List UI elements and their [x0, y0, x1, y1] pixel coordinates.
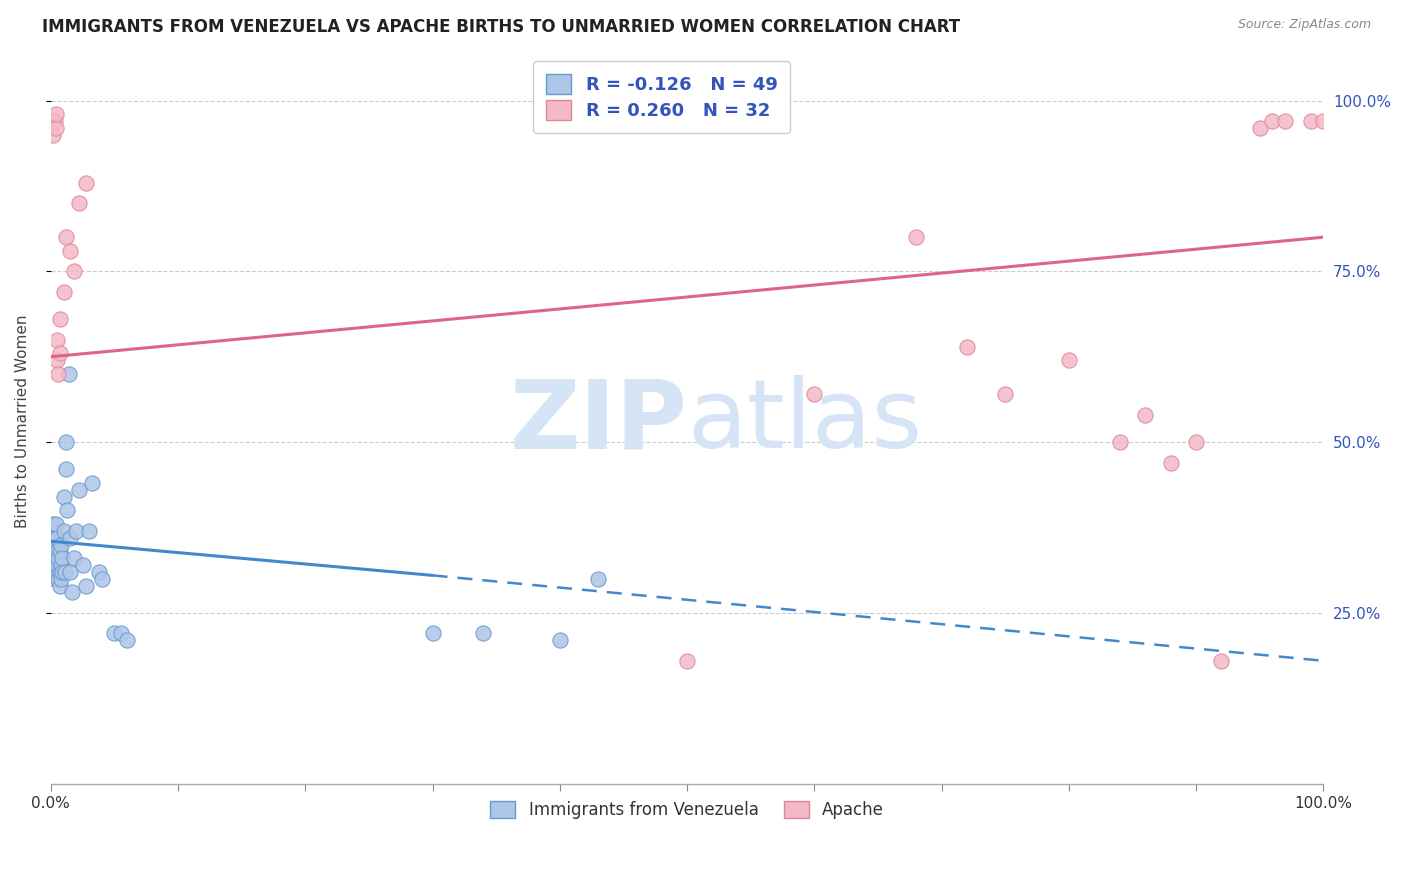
Point — [67, 483, 90, 497]
Point — [89, 565, 111, 579]
Point — [80, 476, 103, 491]
Point — [42, 517, 65, 532]
Point — [48, 544, 70, 558]
Point — [1133, 408, 1156, 422]
Point — [56, 503, 79, 517]
Point — [1274, 114, 1296, 128]
Text: IMMIGRANTS FROM VENEZUELA VS APACHE BIRTHS TO UNMARRIED WOMEN CORRELATION CHART: IMMIGRANTS FROM VENEZUELA VS APACHE BIRT… — [42, 18, 960, 36]
Point — [55, 230, 77, 244]
Point — [422, 626, 444, 640]
Text: atlas: atlas — [688, 376, 922, 468]
Point — [1261, 114, 1284, 128]
Point — [956, 339, 979, 353]
Point — [48, 312, 70, 326]
Point — [45, 517, 67, 532]
Point — [1185, 435, 1208, 450]
Point — [1211, 654, 1233, 668]
Point — [45, 107, 67, 121]
Legend: Immigrants from Venezuela, Apache: Immigrants from Venezuela, Apache — [484, 795, 890, 826]
Point — [51, 551, 73, 566]
Point — [1160, 456, 1182, 470]
Text: Source: ZipAtlas.com: Source: ZipAtlas.com — [1237, 18, 1371, 31]
Point — [48, 551, 70, 566]
Point — [44, 572, 66, 586]
Point — [548, 633, 571, 648]
Point — [46, 544, 69, 558]
Point — [1312, 114, 1334, 128]
Point — [55, 462, 77, 476]
Point — [103, 626, 125, 640]
Point — [48, 565, 70, 579]
Point — [48, 572, 70, 586]
Point — [49, 538, 72, 552]
Point — [65, 524, 87, 538]
Y-axis label: Births to Unmarried Women: Births to Unmarried Women — [15, 315, 30, 528]
Point — [1057, 353, 1080, 368]
Point — [44, 551, 66, 566]
Point — [803, 387, 825, 401]
Point — [676, 654, 699, 668]
Point — [110, 626, 132, 640]
Point — [48, 579, 70, 593]
Point — [59, 531, 82, 545]
Point — [53, 565, 76, 579]
Point — [45, 565, 67, 579]
Point — [41, 534, 63, 549]
Point — [52, 524, 75, 538]
Point — [62, 551, 84, 566]
Point — [55, 435, 77, 450]
Point — [1299, 114, 1322, 128]
Point — [90, 572, 112, 586]
Point — [75, 176, 97, 190]
Point — [49, 572, 72, 586]
Point — [45, 538, 67, 552]
Point — [62, 585, 84, 599]
Point — [586, 572, 609, 586]
Point — [52, 490, 75, 504]
Point — [45, 120, 67, 135]
Point — [52, 285, 75, 299]
Point — [72, 558, 94, 573]
Point — [48, 346, 70, 360]
Point — [75, 579, 97, 593]
Point — [42, 558, 65, 573]
Point — [905, 230, 928, 244]
Point — [67, 196, 90, 211]
Point — [59, 565, 82, 579]
Point — [58, 367, 80, 381]
Point — [115, 633, 138, 648]
Point — [46, 333, 69, 347]
Point — [44, 114, 66, 128]
Point — [41, 114, 63, 128]
Point — [51, 565, 73, 579]
Point — [77, 524, 100, 538]
Point — [1108, 435, 1130, 450]
Point — [46, 558, 69, 573]
Point — [44, 531, 66, 545]
Point — [1249, 120, 1271, 135]
Point — [994, 387, 1017, 401]
Point — [472, 626, 495, 640]
Point — [59, 244, 82, 258]
Point — [42, 128, 65, 142]
Point — [41, 544, 63, 558]
Point — [46, 531, 69, 545]
Point — [48, 367, 70, 381]
Point — [49, 558, 72, 573]
Text: ZIP: ZIP — [509, 376, 688, 468]
Point — [46, 353, 69, 368]
Point — [62, 264, 84, 278]
